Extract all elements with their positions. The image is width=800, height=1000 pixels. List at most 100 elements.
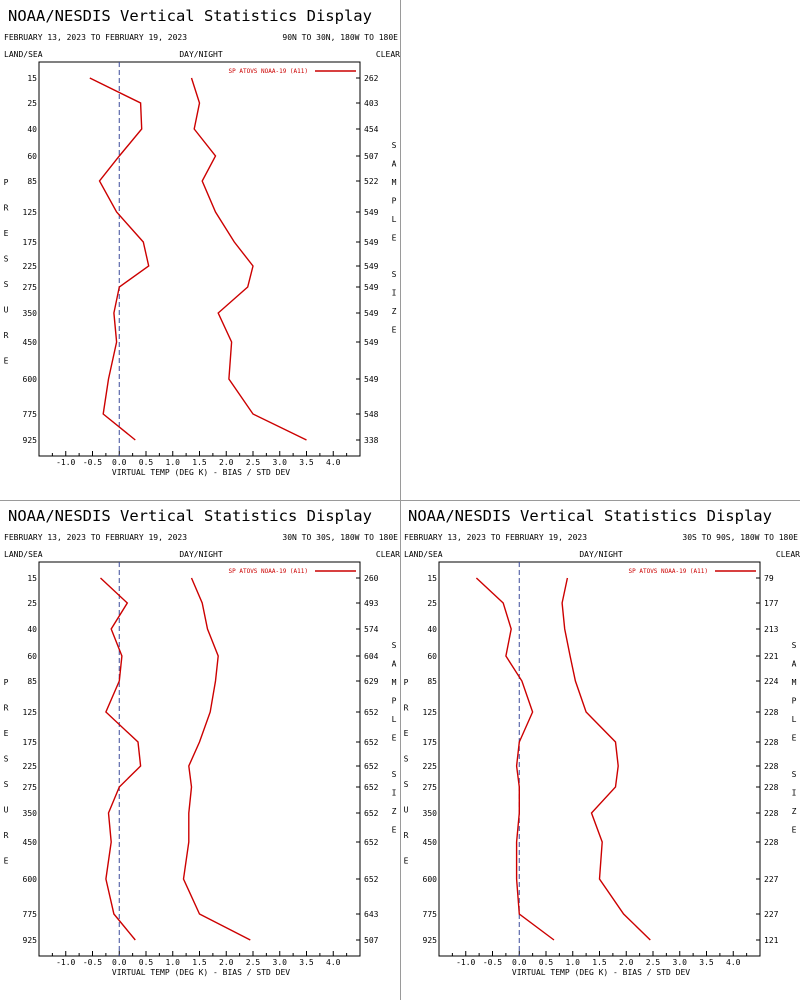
y-axis-label-letter: P bbox=[4, 678, 9, 687]
sample-size-label: 507 bbox=[364, 936, 379, 945]
x-tick-label: -1.0 bbox=[56, 958, 75, 967]
pressure-tick-label: 60 bbox=[27, 152, 37, 161]
time-label: DAY/NIGHT bbox=[179, 550, 223, 559]
pressure-tick-label: 15 bbox=[27, 574, 37, 583]
plot-frame bbox=[38, 561, 361, 957]
sample-size-label: 228 bbox=[764, 762, 779, 771]
sky-label: CLEAR bbox=[376, 50, 400, 59]
pressure-tick-label: 60 bbox=[27, 652, 37, 661]
x-tick-label: 1.5 bbox=[592, 958, 607, 967]
sample-size-label: 227 bbox=[764, 875, 779, 884]
date-range: FEBRUARY 13, 2023 TO FEBRUARY 19, 2023 bbox=[404, 533, 587, 542]
pressure-tick-label: 925 bbox=[23, 936, 38, 945]
y2-axis-label-letter: L bbox=[792, 715, 797, 724]
pressure-tick-label: 275 bbox=[423, 783, 438, 792]
pressure-tick-label: 775 bbox=[23, 410, 38, 419]
y2-axis-label-letter: A bbox=[392, 660, 397, 669]
pressure-tick-label: 225 bbox=[23, 762, 38, 771]
sample-size-label: 549 bbox=[364, 262, 379, 271]
legend-label: SP ATOVS NOAA-19 (A11) bbox=[629, 568, 708, 575]
pressure-tick-label: 15 bbox=[427, 574, 437, 583]
pressure-tick-label: 15 bbox=[27, 74, 37, 83]
y-axis-label-letter: P bbox=[4, 178, 9, 187]
y2-axis-label-letter: S bbox=[392, 770, 397, 779]
y2-axis-label-letter: L bbox=[392, 715, 397, 724]
x-tick-label: 0.5 bbox=[139, 458, 154, 467]
y-axis-label: P R E S S U R E bbox=[4, 178, 9, 366]
pressure-tick-label: 175 bbox=[23, 238, 38, 247]
sample-size-label: 652 bbox=[364, 783, 379, 792]
sample-size-label: 643 bbox=[364, 910, 379, 919]
sample-size-label: 549 bbox=[364, 309, 379, 318]
y-axis-label-letter: E bbox=[404, 857, 409, 866]
series-line-bias bbox=[89, 77, 150, 441]
y-axis-label-letter: S bbox=[404, 780, 409, 789]
y2-axis-label-letter: A bbox=[792, 660, 797, 669]
pressure-tick-label: 450 bbox=[23, 838, 38, 847]
x-tick-label: 3.0 bbox=[273, 958, 288, 967]
y2-axis-label-letter: Z bbox=[392, 307, 397, 316]
y2-axis-label-letter: P bbox=[392, 697, 397, 706]
y2-axis-label-letter: E bbox=[392, 234, 397, 243]
y2-axis-label-letter: S bbox=[792, 770, 797, 779]
series-line-bias bbox=[475, 577, 555, 941]
y2-axis-label-letter: I bbox=[392, 789, 397, 798]
pressure-tick-label: 350 bbox=[23, 309, 38, 318]
x-tick-label: 2.0 bbox=[219, 958, 234, 967]
sample-size-label: 493 bbox=[364, 599, 379, 608]
pressure-tick-label: 85 bbox=[427, 677, 437, 686]
x-tick-label: 0.5 bbox=[539, 958, 554, 967]
surface-label: LAND/SEA bbox=[4, 50, 43, 59]
pressure-tick-label: 85 bbox=[27, 677, 37, 686]
region: 30N TO 30S, 180W TO 180E bbox=[282, 533, 398, 542]
x-tick-label: 1.0 bbox=[166, 958, 181, 967]
series-line-std-dev bbox=[561, 577, 651, 941]
x-tick-label: 4.0 bbox=[726, 958, 741, 967]
sample-size-label: 228 bbox=[764, 738, 779, 747]
y-axis-label-letter: P bbox=[404, 678, 409, 687]
sample-size-label: 228 bbox=[764, 838, 779, 847]
y-axis-label-letter: S bbox=[4, 755, 9, 764]
pressure-tick-label: 350 bbox=[23, 809, 38, 818]
pressure-tick-label: 350 bbox=[423, 809, 438, 818]
sample-size-label: 262 bbox=[364, 74, 379, 83]
y2-axis-label-letter: L bbox=[392, 215, 397, 224]
chart-panel-1: NOAA/NESDIS Vertical Statistics Display F… bbox=[4, 7, 401, 477]
y-axis-label-letter: R bbox=[4, 704, 9, 713]
x-tick-label: -1.0 bbox=[56, 458, 75, 467]
y2-axis-label-letter: M bbox=[392, 678, 397, 687]
y2-axis-label-letter: A bbox=[392, 160, 397, 169]
chart-panel-3: NOAA/NESDIS Vertical Statistics Display F… bbox=[404, 507, 800, 977]
x-tick-label: 1.5 bbox=[192, 458, 207, 467]
region: 90N TO 30N, 180W TO 180E bbox=[282, 33, 398, 42]
y-axis-label-letter: R bbox=[4, 331, 9, 340]
y2-axis-label-letter: Z bbox=[392, 807, 397, 816]
y-axis-label-letter: E bbox=[4, 357, 9, 366]
pressure-tick-label: 275 bbox=[23, 783, 38, 792]
y-axis-label: P R E S S U R E bbox=[404, 678, 409, 866]
sample-size-label: 574 bbox=[364, 625, 379, 634]
pressure-tick-label: 125 bbox=[23, 708, 38, 717]
x-tick-label: 1.0 bbox=[166, 458, 181, 467]
x-axis-label: VIRTUAL TEMP (DEG K) - BIAS / STD DEV bbox=[112, 468, 290, 477]
series-line-std-dev bbox=[182, 577, 251, 941]
y-axis-label-letter: S bbox=[4, 780, 9, 789]
pressure-tick-label: 25 bbox=[427, 599, 437, 608]
x-tick-label: 2.0 bbox=[619, 958, 634, 967]
x-tick-label: 0.0 bbox=[112, 958, 127, 967]
sample-size-label: 260 bbox=[364, 574, 379, 583]
date-range: FEBRUARY 13, 2023 TO FEBRUARY 19, 2023 bbox=[4, 33, 187, 42]
y-axis-label-letter: R bbox=[4, 204, 9, 213]
x-tick-label: 3.5 bbox=[299, 458, 314, 467]
y2-axis-label: S AM PL E S IZ E bbox=[792, 641, 797, 835]
y2-axis-label-letter: S bbox=[392, 270, 397, 279]
pressure-tick-label: 600 bbox=[23, 375, 38, 384]
sky-label: CLEAR bbox=[376, 550, 400, 559]
x-tick-label: -0.5 bbox=[483, 958, 502, 967]
x-tick-label: 2.0 bbox=[219, 458, 234, 467]
y2-axis-label-letter: S bbox=[392, 141, 397, 150]
sample-size-label: 652 bbox=[364, 738, 379, 747]
date-range: FEBRUARY 13, 2023 TO FEBRUARY 19, 2023 bbox=[4, 533, 187, 542]
sample-size-label: 338 bbox=[364, 436, 379, 445]
x-tick-label: 2.5 bbox=[246, 458, 261, 467]
